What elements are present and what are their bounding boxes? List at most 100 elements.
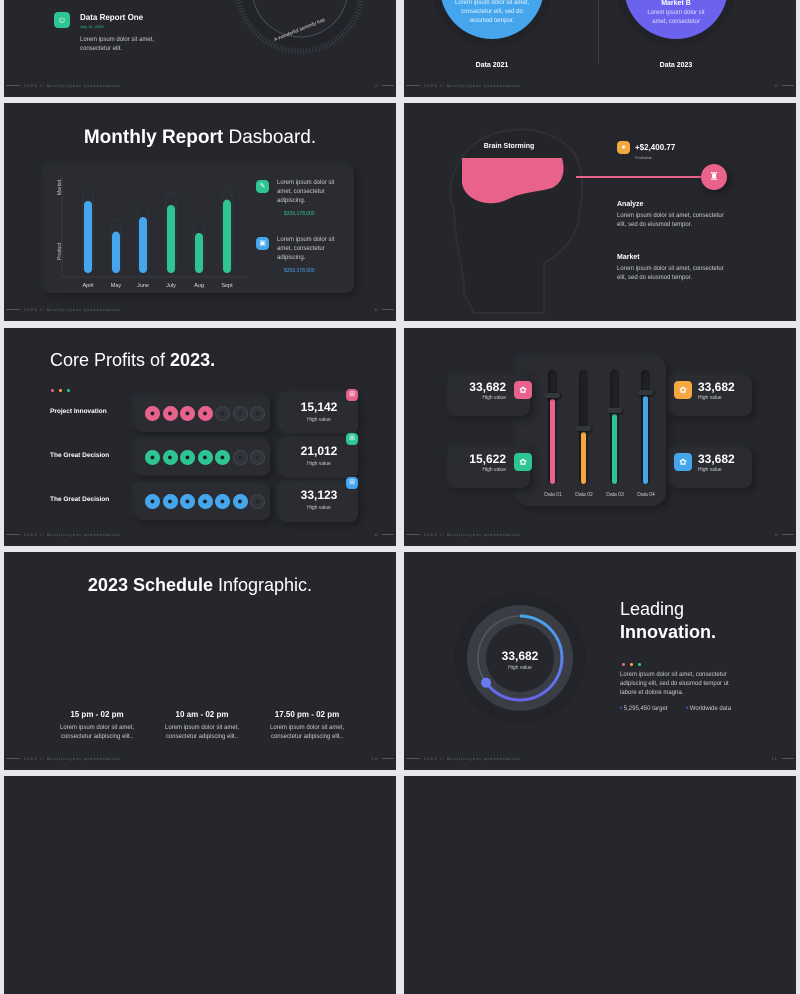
coin-icon: ● [617, 141, 630, 154]
slide-schedule: 2023 Schedule Infographic. 15 pm - 02 pm… [4, 552, 396, 770]
person-icon-filled: ● [180, 450, 195, 465]
footer: 2023 // Multiproject presentation 11 [404, 754, 796, 762]
slider-label: Data 04 [637, 492, 655, 498]
person-icon-filled: ● [145, 406, 160, 421]
slider-handle[interactable] [607, 408, 622, 414]
title-line2: Innovation. [620, 622, 716, 642]
legend-value: $326,178,000 [284, 211, 315, 217]
slide-data-report: ☺ Data Report One July 11, 2023 Lorem ip… [4, 0, 396, 97]
slider-fill [550, 398, 555, 484]
bar-april [84, 201, 92, 273]
market-title: Market [617, 254, 640, 261]
slider-fill [581, 431, 586, 484]
chat-icon: ☺ [54, 12, 70, 28]
store-icon: ⊞ [346, 433, 358, 445]
market-a-text: eiusmod tempor. [469, 18, 515, 24]
link-icon: ✿ [514, 381, 532, 399]
x-tick-label: Aug [194, 283, 204, 289]
bar-chart: Market Product April May June July Aug Sept [57, 175, 249, 289]
value-sub: High value [482, 395, 506, 401]
person-icon-empty: ● [250, 494, 265, 509]
legend-text: Lorem ipsum dolor sit [277, 180, 335, 186]
bar-july [167, 205, 175, 273]
footer: 2023 // Multiproject presentation 4 [4, 81, 396, 89]
bar-aug [195, 233, 203, 273]
bullet-target: • 5,295,450 target [620, 706, 668, 712]
value-sub: High value [307, 505, 331, 511]
pen-icon: ✎ [256, 180, 269, 193]
person-icon-filled: ● [197, 406, 213, 421]
legend-text: adipiscing. [277, 198, 306, 204]
value-card [280, 394, 358, 434]
slide-core-profits: Core Profits of 2023. Project Innovation… [4, 328, 396, 546]
legend-text: adipiscing. [277, 255, 306, 261]
person-icon-filled: ● [145, 450, 160, 465]
ylabel-market: Market [57, 179, 63, 195]
x-tick-label: May [111, 283, 122, 289]
report-title: Data Report One [80, 13, 144, 22]
slide-brainstorming: Brain Storming ● +$2,400.77 Profitable ♜… [404, 103, 796, 321]
person-icon-empty: ● [232, 450, 248, 465]
slider-fill [643, 396, 648, 484]
person-icon-empty: ● [232, 406, 248, 421]
cloud-icon: ✿ [674, 381, 692, 399]
gauge-progress [484, 614, 564, 702]
bar-may [112, 231, 120, 273]
person-icon-filled: ● [197, 494, 213, 509]
box-icon: ▣ [256, 237, 269, 250]
x-tick-label: July [166, 283, 176, 289]
ylabel-product: Product [57, 242, 63, 260]
person-icon-empty: ● [215, 406, 230, 421]
legend-text: amet, consectetur [277, 189, 325, 195]
value: 33,682 [698, 380, 735, 394]
value-card [280, 438, 358, 478]
row-label: Project Innovation [50, 408, 107, 415]
x-tick-label: Sept [221, 283, 233, 289]
slider-handle[interactable] [638, 390, 653, 396]
head-silhouette [449, 128, 584, 314]
person-icon-filled: ● [215, 494, 230, 509]
slider-label: Data 03 [606, 492, 624, 498]
person-icon-filled: ● [145, 494, 160, 509]
slide-leading-innovation: 33,682 High value Leading Innovation. Lo… [404, 552, 796, 770]
time-label: 15 pm - 02 pm [70, 710, 124, 719]
bar-june [139, 217, 147, 273]
gauge-icon: ✿ [514, 453, 532, 471]
gauge-knob[interactable] [481, 677, 492, 688]
slide-markets: Lorem ipsum dolor sit amet, consectetur … [404, 0, 796, 97]
value-sub: High value [698, 395, 722, 401]
value: 15,622 [469, 452, 506, 466]
decor-dots [622, 653, 646, 671]
bullet-worldwide: • Worldwide data [686, 706, 732, 712]
person-icon-empty: ● [250, 406, 265, 421]
value: 33,682 [469, 380, 506, 394]
body-text: labore et dolore magna. [620, 690, 684, 696]
mail-icon: ✿ [674, 453, 692, 471]
person-icon-filled: ● [180, 406, 195, 421]
analyze-text: Lorem ipsum dolor sit amet, consectetur [617, 213, 724, 219]
value-sub: High value [307, 417, 331, 423]
value-sub: High value [307, 461, 331, 467]
slider-label: Data 01 [544, 492, 562, 498]
footer: 2023 // Multiproject presentation 5 [404, 81, 796, 89]
data-2021-label: Data 2021 [475, 62, 509, 69]
slide-sliders: 33,682 High value ✿ 15,622 High value ✿ 33,682… [404, 328, 796, 546]
person-icon-filled: ● [232, 494, 248, 509]
value: 21,012 [300, 444, 338, 458]
x-tick-label: June [137, 283, 149, 289]
divider [598, 0, 599, 64]
value-sub: High value [698, 467, 722, 473]
slider-label: Data 02 [575, 492, 593, 498]
slider-handle[interactable] [545, 392, 560, 398]
person-icon-filled: ● [215, 450, 230, 465]
value: 15,142 [300, 400, 338, 414]
person-icon-filled: ● [162, 494, 178, 509]
value-sub: High value [482, 467, 506, 473]
dial-graphic: A wonderful serenity has [235, 0, 365, 54]
brain-label: Brain Storming [483, 143, 535, 150]
x-tick-label: April [82, 283, 93, 289]
time-text: consectetur adipiscing elit.. [270, 734, 344, 740]
slider-handle[interactable] [576, 425, 591, 431]
market-a-text: Lorem ipsum dolor sit amet, [454, 0, 530, 6]
person-icon-filled: ● [197, 450, 213, 465]
